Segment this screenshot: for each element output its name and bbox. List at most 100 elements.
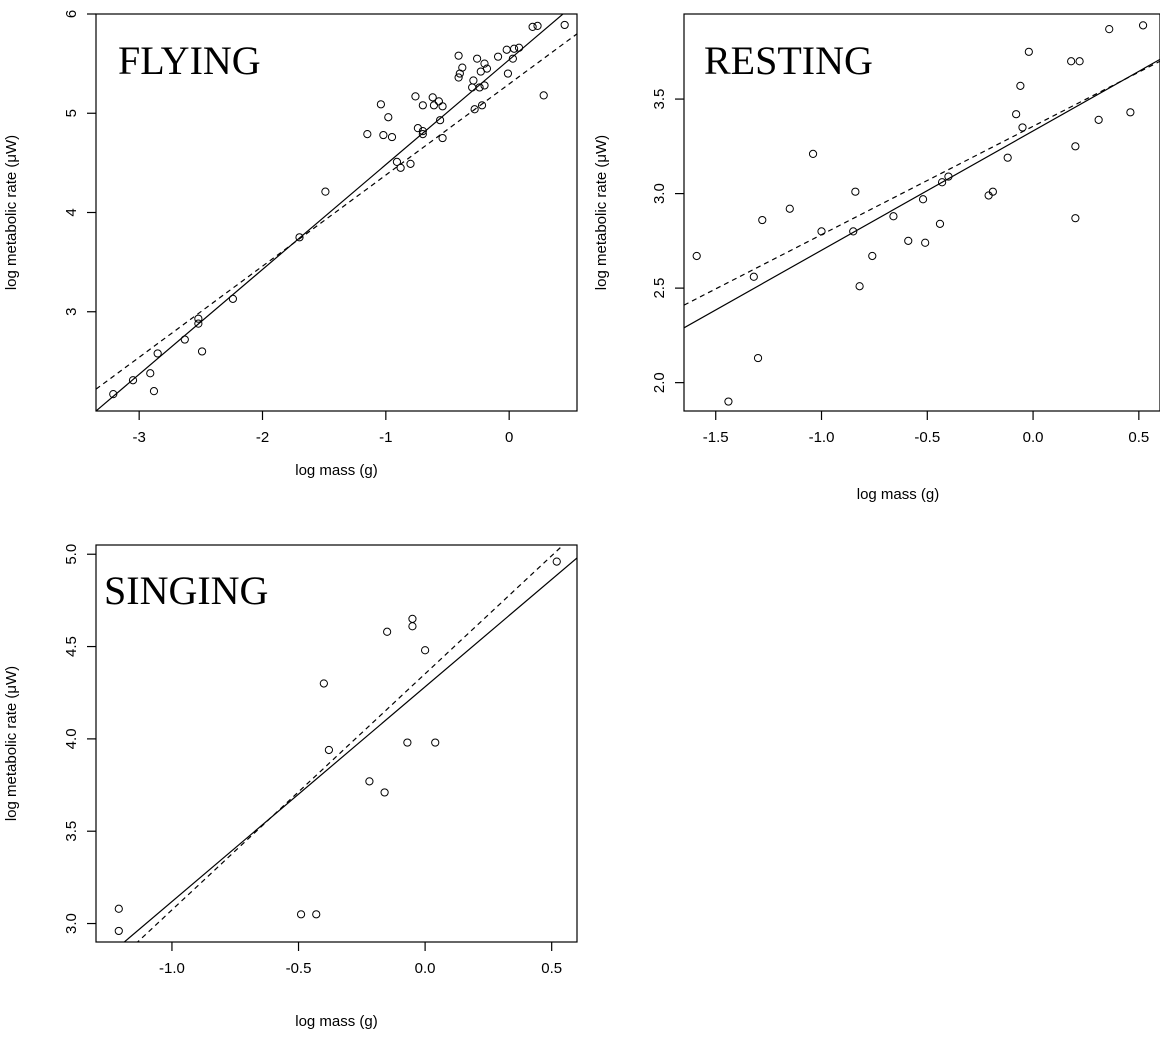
x-tick-label-resting: 0.5 (1128, 429, 1149, 446)
data-point-resting (724, 397, 733, 406)
y-tick-label-singing: 4.0 (63, 728, 80, 749)
solid-fit-line-singing (123, 557, 577, 942)
data-point-resting (1003, 153, 1012, 162)
data-point-singing (408, 614, 417, 623)
data-point-flying (418, 127, 427, 136)
data-point-flying (480, 81, 489, 90)
x-tick-label-flying: -2 (256, 429, 269, 446)
data-point-flying (468, 83, 477, 92)
y-tick-label-singing: 3.5 (63, 821, 80, 842)
x-tick-label-singing: 0.5 (541, 960, 562, 977)
y-axis-label-flying: log metabolic rate (μW) (3, 135, 20, 290)
data-point-flying (454, 73, 463, 82)
x-axis-label-flying: log mass (g) (295, 462, 378, 479)
data-point-resting (944, 172, 953, 181)
y-tick-label-resting: 2.5 (651, 278, 668, 299)
dashed-fit-line-singing (136, 545, 565, 942)
data-point-resting (889, 212, 898, 221)
x-axis-label-resting: log mass (g) (857, 486, 940, 503)
data-point-singing (408, 622, 417, 631)
x-tick-label-flying: -3 (132, 429, 145, 446)
data-point-resting (1071, 214, 1080, 223)
y-tick-label-singing: 3.0 (63, 913, 80, 934)
y-tick-label-flying: 6 (63, 10, 80, 18)
data-point-resting (1012, 110, 1021, 119)
data-point-flying (469, 76, 478, 85)
data-point-flying (528, 22, 537, 32)
data-point-resting (1024, 47, 1033, 56)
data-point-singing (431, 738, 440, 747)
data-point-flying (436, 116, 445, 125)
data-point-flying (396, 163, 405, 172)
data-point-singing (296, 910, 306, 919)
data-point-resting (935, 219, 945, 228)
x-tick-label-flying: -1 (379, 429, 392, 446)
data-point-flying (482, 64, 492, 73)
data-point-flying (194, 314, 203, 323)
dashed-fit-line-resting (684, 60, 1160, 306)
data-point-flying (321, 187, 330, 196)
data-point-singing (552, 557, 561, 566)
data-point-resting (808, 149, 818, 158)
data-point-flying (480, 59, 489, 68)
data-point-resting (904, 236, 913, 245)
data-point-flying (539, 91, 548, 100)
data-point-resting (1126, 108, 1135, 117)
data-point-flying (228, 294, 237, 303)
y-tick-label-flying: 5 (63, 109, 80, 117)
data-point-flying (454, 51, 463, 60)
data-point-flying (376, 100, 385, 109)
data-point-flying (194, 319, 203, 328)
x-tick-label-flying: 0 (505, 429, 513, 446)
data-point-flying (508, 54, 517, 63)
y-tick-label-flying: 3 (63, 308, 80, 316)
x-axis-label-singing: log mass (g) (295, 1013, 378, 1030)
dashed-fit-line-flying (96, 33, 577, 390)
data-point-flying (418, 101, 427, 110)
data-point-flying (434, 97, 443, 106)
data-point-singing (114, 926, 123, 936)
data-point-resting (758, 215, 767, 225)
x-tick-label-singing: -1.0 (159, 960, 185, 977)
data-point-flying (428, 93, 437, 102)
data-point-resting (1018, 123, 1027, 132)
data-point-flying (109, 390, 118, 399)
data-point-flying (180, 335, 189, 344)
data-point-flying (295, 233, 304, 242)
x-tick-label-resting: -1.5 (703, 429, 729, 446)
data-point-flying (475, 83, 484, 92)
y-tick-label-flying: 4 (63, 208, 80, 216)
panel-flying: -3 -2 -1 0 3 4 5 6 log mass (g) log metabolic rat… (3, 10, 578, 479)
data-point-singing (114, 904, 123, 913)
data-point-flying (470, 105, 479, 114)
data-point-resting (937, 178, 947, 187)
data-point-singing (319, 679, 328, 688)
data-point-resting (1094, 115, 1103, 124)
data-point-resting (1016, 81, 1025, 90)
data-point-flying (514, 43, 524, 52)
data-point-flying (418, 129, 427, 139)
data-point-singing (365, 777, 374, 786)
data-point-singing (421, 646, 430, 655)
data-point-resting (749, 272, 758, 281)
plot-frame-singing (95, 544, 578, 943)
data-point-resting (1067, 57, 1076, 66)
data-point-flying (392, 157, 402, 166)
y-tick-label-resting: 2.0 (651, 372, 668, 393)
data-point-singing (383, 627, 392, 636)
data-point-flying (406, 159, 415, 168)
panel-title-flying: FLYING (118, 38, 261, 83)
panel-singing: -1.0 -0.5 0.0 0.5 3.0 3.5 4.0 4.5 5.0 log mass (g… (3, 544, 578, 1030)
data-point-flying (509, 44, 519, 53)
data-point-flying (502, 45, 511, 54)
data-point-flying (153, 349, 162, 358)
data-point-flying (503, 69, 513, 78)
data-point-resting (817, 227, 826, 236)
data-point-resting (918, 195, 928, 204)
y-tick-label-resting: 3.5 (651, 89, 668, 110)
data-point-flying (197, 347, 207, 356)
y-axis-label-resting: log metabolic rate (μW) (593, 135, 610, 290)
data-point-flying (438, 133, 447, 143)
data-point-singing (312, 910, 321, 919)
